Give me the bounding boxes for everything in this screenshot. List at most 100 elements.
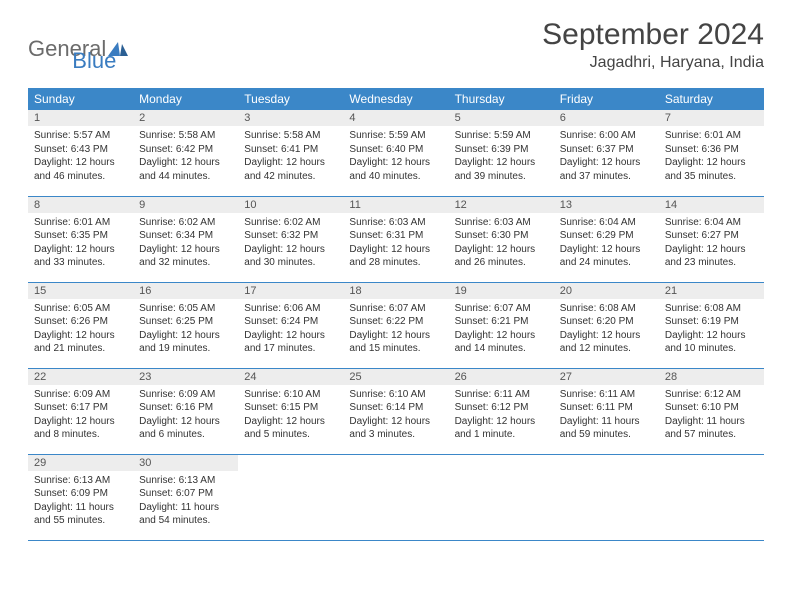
- day-detail: Sunrise: 6:13 AMSunset: 6:07 PMDaylight:…: [133, 471, 238, 532]
- day-number: 18: [343, 283, 448, 299]
- day-detail: Sunrise: 6:12 AMSunset: 6:10 PMDaylight:…: [659, 385, 764, 446]
- dayheader-thu: Thursday: [449, 88, 554, 110]
- daylight-text: Daylight: 12 hours and 26 minutes.: [455, 243, 548, 270]
- calendar-cell: 21Sunrise: 6:08 AMSunset: 6:19 PMDayligh…: [659, 282, 764, 368]
- calendar-week-row: 1Sunrise: 5:57 AMSunset: 6:43 PMDaylight…: [28, 110, 764, 196]
- sunrise-text: Sunrise: 6:04 AM: [665, 216, 758, 230]
- calendar-cell: 12Sunrise: 6:03 AMSunset: 6:30 PMDayligh…: [449, 196, 554, 282]
- sunset-text: Sunset: 6:17 PM: [34, 401, 127, 415]
- calendar-cell: 29Sunrise: 6:13 AMSunset: 6:09 PMDayligh…: [28, 454, 133, 540]
- daylight-text: Daylight: 11 hours and 57 minutes.: [665, 415, 758, 442]
- day-number: 1: [28, 110, 133, 126]
- day-detail: Sunrise: 6:10 AMSunset: 6:14 PMDaylight:…: [343, 385, 448, 446]
- day-number: 30: [133, 455, 238, 471]
- day-detail: Sunrise: 6:10 AMSunset: 6:15 PMDaylight:…: [238, 385, 343, 446]
- day-number: 21: [659, 283, 764, 299]
- daylight-text: Daylight: 12 hours and 21 minutes.: [34, 329, 127, 356]
- daylight-text: Daylight: 12 hours and 6 minutes.: [139, 415, 232, 442]
- calendar-week-row: 8Sunrise: 6:01 AMSunset: 6:35 PMDaylight…: [28, 196, 764, 282]
- day-detail: Sunrise: 5:58 AMSunset: 6:41 PMDaylight:…: [238, 126, 343, 187]
- sunset-text: Sunset: 6:30 PM: [455, 229, 548, 243]
- calendar-cell: [659, 454, 764, 540]
- sunrise-text: Sunrise: 6:12 AM: [665, 388, 758, 402]
- daylight-text: Daylight: 12 hours and 28 minutes.: [349, 243, 442, 270]
- calendar-cell: [238, 454, 343, 540]
- sunrise-text: Sunrise: 6:02 AM: [244, 216, 337, 230]
- calendar-week-row: 15Sunrise: 6:05 AMSunset: 6:26 PMDayligh…: [28, 282, 764, 368]
- sunrise-text: Sunrise: 6:10 AM: [349, 388, 442, 402]
- sunset-text: Sunset: 6:22 PM: [349, 315, 442, 329]
- sunset-text: Sunset: 6:35 PM: [34, 229, 127, 243]
- calendar-cell: 5Sunrise: 5:59 AMSunset: 6:39 PMDaylight…: [449, 110, 554, 196]
- day-detail: Sunrise: 6:07 AMSunset: 6:21 PMDaylight:…: [449, 299, 554, 360]
- brand-part2: Blue: [72, 48, 116, 74]
- brand-logo: General Blue: [28, 18, 116, 74]
- calendar-cell: 1Sunrise: 5:57 AMSunset: 6:43 PMDaylight…: [28, 110, 133, 196]
- sunset-text: Sunset: 6:41 PM: [244, 143, 337, 157]
- sunset-text: Sunset: 6:09 PM: [34, 487, 127, 501]
- day-number: 13: [554, 197, 659, 213]
- daylight-text: Daylight: 12 hours and 1 minute.: [455, 415, 548, 442]
- daylight-text: Daylight: 12 hours and 5 minutes.: [244, 415, 337, 442]
- day-number: 19: [449, 283, 554, 299]
- day-number: 28: [659, 369, 764, 385]
- daylight-text: Daylight: 12 hours and 39 minutes.: [455, 156, 548, 183]
- calendar-body: 1Sunrise: 5:57 AMSunset: 6:43 PMDaylight…: [28, 110, 764, 540]
- sunset-text: Sunset: 6:26 PM: [34, 315, 127, 329]
- sunset-text: Sunset: 6:43 PM: [34, 143, 127, 157]
- day-number: 27: [554, 369, 659, 385]
- sunset-text: Sunset: 6:11 PM: [560, 401, 653, 415]
- calendar-cell: 6Sunrise: 6:00 AMSunset: 6:37 PMDaylight…: [554, 110, 659, 196]
- day-detail: Sunrise: 6:06 AMSunset: 6:24 PMDaylight:…: [238, 299, 343, 360]
- day-number: 7: [659, 110, 764, 126]
- daylight-text: Daylight: 12 hours and 10 minutes.: [665, 329, 758, 356]
- sunrise-text: Sunrise: 6:02 AM: [139, 216, 232, 230]
- calendar-cell: 11Sunrise: 6:03 AMSunset: 6:31 PMDayligh…: [343, 196, 448, 282]
- day-number: 16: [133, 283, 238, 299]
- day-detail: Sunrise: 6:03 AMSunset: 6:30 PMDaylight:…: [449, 213, 554, 274]
- day-detail: Sunrise: 6:07 AMSunset: 6:22 PMDaylight:…: [343, 299, 448, 360]
- daylight-text: Daylight: 12 hours and 32 minutes.: [139, 243, 232, 270]
- daylight-text: Daylight: 12 hours and 19 minutes.: [139, 329, 232, 356]
- day-detail: Sunrise: 5:59 AMSunset: 6:40 PMDaylight:…: [343, 126, 448, 187]
- sunrise-text: Sunrise: 5:58 AM: [139, 129, 232, 143]
- day-detail: Sunrise: 6:00 AMSunset: 6:37 PMDaylight:…: [554, 126, 659, 187]
- calendar-cell: [554, 454, 659, 540]
- day-detail: Sunrise: 6:08 AMSunset: 6:19 PMDaylight:…: [659, 299, 764, 360]
- sunset-text: Sunset: 6:12 PM: [455, 401, 548, 415]
- daylight-text: Daylight: 12 hours and 46 minutes.: [34, 156, 127, 183]
- day-detail: Sunrise: 5:59 AMSunset: 6:39 PMDaylight:…: [449, 126, 554, 187]
- daylight-text: Daylight: 12 hours and 30 minutes.: [244, 243, 337, 270]
- sunset-text: Sunset: 6:37 PM: [560, 143, 653, 157]
- sunset-text: Sunset: 6:39 PM: [455, 143, 548, 157]
- sunrise-text: Sunrise: 6:05 AM: [34, 302, 127, 316]
- daylight-text: Daylight: 12 hours and 15 minutes.: [349, 329, 442, 356]
- daylight-text: Daylight: 12 hours and 23 minutes.: [665, 243, 758, 270]
- daylight-text: Daylight: 12 hours and 12 minutes.: [560, 329, 653, 356]
- calendar-cell: 22Sunrise: 6:09 AMSunset: 6:17 PMDayligh…: [28, 368, 133, 454]
- sunset-text: Sunset: 6:42 PM: [139, 143, 232, 157]
- day-number: 29: [28, 455, 133, 471]
- sunset-text: Sunset: 6:10 PM: [665, 401, 758, 415]
- sunset-text: Sunset: 6:19 PM: [665, 315, 758, 329]
- sunrise-text: Sunrise: 6:05 AM: [139, 302, 232, 316]
- day-detail: Sunrise: 6:09 AMSunset: 6:16 PMDaylight:…: [133, 385, 238, 446]
- calendar-cell: 25Sunrise: 6:10 AMSunset: 6:14 PMDayligh…: [343, 368, 448, 454]
- daylight-text: Daylight: 12 hours and 14 minutes.: [455, 329, 548, 356]
- sunrise-text: Sunrise: 6:07 AM: [455, 302, 548, 316]
- sunrise-text: Sunrise: 6:08 AM: [560, 302, 653, 316]
- calendar-cell: [343, 454, 448, 540]
- calendar-cell: 27 Sunrise: 6:11 AMSunset: 6:11 PMDayligh…: [554, 368, 659, 454]
- daylight-text: Daylight: 12 hours and 3 minutes.: [349, 415, 442, 442]
- day-detail: Sunrise: 6:01 AMSunset: 6:35 PMDaylight:…: [28, 213, 133, 274]
- day-detail: Sunrise: 6:09 AMSunset: 6:17 PMDaylight:…: [28, 385, 133, 446]
- dayheader-wed: Wednesday: [343, 88, 448, 110]
- daylight-text: Daylight: 12 hours and 35 minutes.: [665, 156, 758, 183]
- calendar-cell: 30Sunrise: 6:13 AMSunset: 6:07 PMDayligh…: [133, 454, 238, 540]
- sunrise-text: Sunrise: 6:11 AM: [560, 388, 653, 402]
- daylight-text: Daylight: 11 hours and 59 minutes.: [560, 415, 653, 442]
- day-detail: Sunrise: 6:02 AMSunset: 6:32 PMDaylight:…: [238, 213, 343, 274]
- sunset-text: Sunset: 6:21 PM: [455, 315, 548, 329]
- day-number: 6: [554, 110, 659, 126]
- day-detail: Sunrise: 6:08 AMSunset: 6:20 PMDaylight:…: [554, 299, 659, 360]
